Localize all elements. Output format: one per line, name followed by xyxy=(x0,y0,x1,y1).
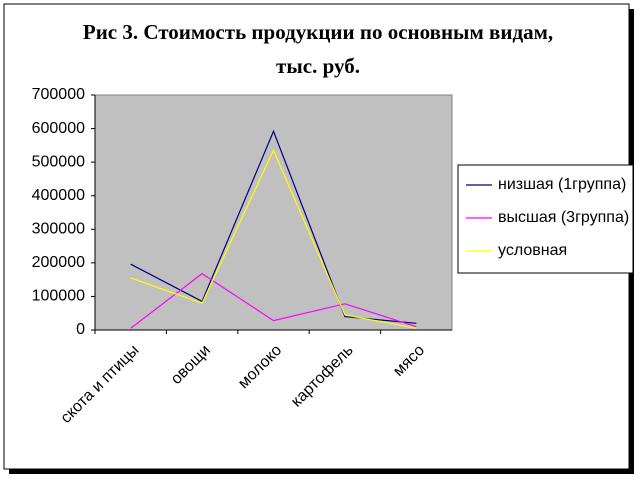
legend-box xyxy=(457,164,634,274)
legend-label: высшая (3группа) xyxy=(498,209,629,226)
legend-label: низшая (1группа) xyxy=(498,176,626,193)
y-tick-label: 700000 xyxy=(32,86,85,103)
chart-title: Рис 3. Стоимость продукции по основным в… xyxy=(83,20,553,44)
y-tick-label: 300000 xyxy=(32,221,85,238)
plot-background xyxy=(94,94,453,331)
y-tick-label: 400000 xyxy=(32,187,85,204)
series-line xyxy=(130,148,417,329)
y-tick-label: 600000 xyxy=(32,120,85,137)
chart-title: тыс. руб. xyxy=(276,54,360,78)
series-line xyxy=(130,272,417,329)
y-tick-label: 200000 xyxy=(32,254,85,271)
legend-label: условная xyxy=(498,242,567,259)
y-tick-label: 100000 xyxy=(32,288,85,305)
y-tick-label: 0 xyxy=(76,321,85,338)
y-tick-label: 500000 xyxy=(32,153,85,170)
